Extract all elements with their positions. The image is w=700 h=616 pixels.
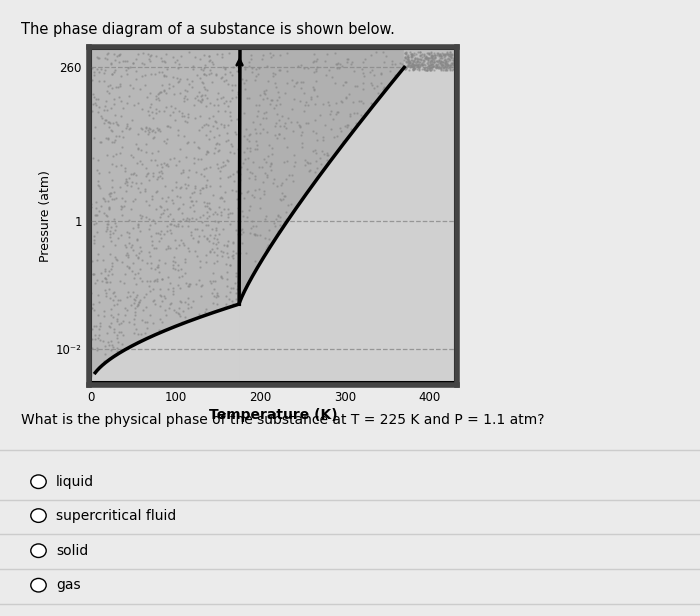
Text: The phase diagram of a substance is shown below.: The phase diagram of a substance is show… — [21, 22, 395, 36]
Text: liquid: liquid — [56, 475, 94, 488]
Polygon shape — [239, 67, 455, 382]
Text: solid: solid — [56, 544, 88, 557]
Y-axis label: Pressure (atm): Pressure (atm) — [39, 169, 52, 262]
Polygon shape — [91, 304, 239, 382]
Polygon shape — [91, 30, 239, 382]
Text: supercritical fluid: supercritical fluid — [56, 509, 176, 522]
X-axis label: Temperature (K): Temperature (K) — [209, 408, 337, 422]
Text: gas: gas — [56, 578, 80, 592]
Text: What is the physical phase of the substance at T = 225 K and P = 1.1 atm?: What is the physical phase of the substa… — [21, 413, 545, 427]
Polygon shape — [239, 30, 404, 304]
